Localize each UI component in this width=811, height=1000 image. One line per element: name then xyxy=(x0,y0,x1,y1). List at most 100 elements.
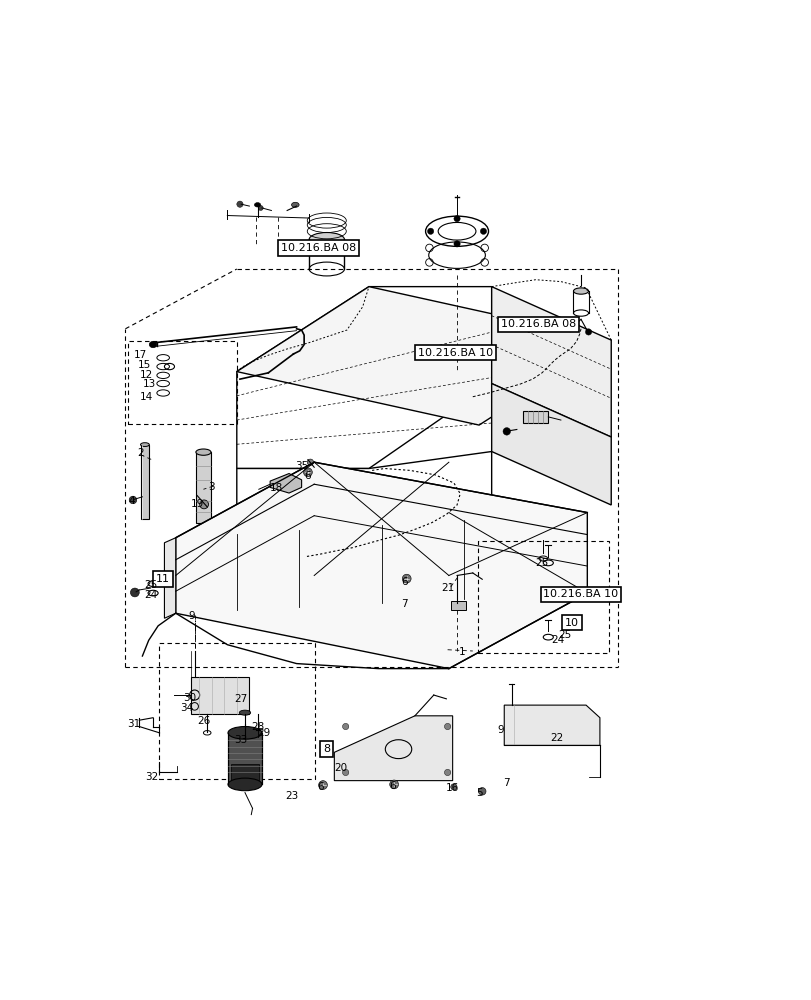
Text: 2: 2 xyxy=(137,448,144,458)
Circle shape xyxy=(307,459,313,465)
Ellipse shape xyxy=(254,203,260,207)
Ellipse shape xyxy=(573,288,588,294)
Ellipse shape xyxy=(573,310,588,316)
Circle shape xyxy=(567,326,573,332)
Ellipse shape xyxy=(239,710,251,715)
Circle shape xyxy=(585,329,591,335)
Text: 17: 17 xyxy=(134,350,147,360)
Text: 25: 25 xyxy=(534,558,547,568)
Text: 27: 27 xyxy=(234,694,247,704)
Text: 14: 14 xyxy=(140,392,153,402)
Text: 24: 24 xyxy=(144,590,157,600)
Circle shape xyxy=(303,468,312,477)
Circle shape xyxy=(478,788,486,795)
Circle shape xyxy=(401,574,410,583)
Bar xyxy=(195,452,211,523)
Text: 31: 31 xyxy=(127,719,140,729)
Text: 9: 9 xyxy=(188,611,195,621)
Ellipse shape xyxy=(195,449,211,455)
Circle shape xyxy=(444,723,450,730)
Text: 4: 4 xyxy=(128,496,135,506)
Text: 21: 21 xyxy=(441,583,454,593)
Polygon shape xyxy=(237,287,611,425)
Ellipse shape xyxy=(291,202,298,207)
Polygon shape xyxy=(491,287,611,437)
Circle shape xyxy=(480,228,486,234)
Text: 25: 25 xyxy=(144,580,157,590)
Circle shape xyxy=(200,500,208,509)
Text: 6: 6 xyxy=(401,577,408,587)
Text: 20: 20 xyxy=(334,763,347,773)
Circle shape xyxy=(342,769,349,776)
Text: 10.216.BA 08: 10.216.BA 08 xyxy=(500,319,576,329)
Text: 6: 6 xyxy=(317,782,324,792)
Text: 11: 11 xyxy=(156,574,170,584)
Text: 12: 12 xyxy=(140,370,153,380)
Polygon shape xyxy=(164,538,175,618)
Text: 34: 34 xyxy=(179,703,193,713)
Text: 29: 29 xyxy=(257,728,270,738)
Text: 33: 33 xyxy=(234,735,247,745)
Text: 22: 22 xyxy=(550,733,563,743)
Text: 7: 7 xyxy=(503,778,509,788)
Text: 7: 7 xyxy=(401,599,408,609)
Text: 18: 18 xyxy=(269,483,283,493)
Bar xyxy=(228,733,262,784)
Circle shape xyxy=(318,781,327,789)
Bar xyxy=(450,601,466,610)
Circle shape xyxy=(131,588,139,597)
Circle shape xyxy=(258,205,263,210)
Ellipse shape xyxy=(309,262,344,276)
Ellipse shape xyxy=(228,778,262,791)
Ellipse shape xyxy=(238,736,251,742)
Ellipse shape xyxy=(140,443,149,446)
Circle shape xyxy=(453,216,460,222)
Circle shape xyxy=(389,780,398,789)
Ellipse shape xyxy=(309,233,344,246)
Polygon shape xyxy=(175,462,586,669)
Polygon shape xyxy=(504,705,599,745)
Text: 13: 13 xyxy=(143,379,156,389)
Circle shape xyxy=(427,228,433,234)
Text: 35: 35 xyxy=(294,461,308,471)
Text: 10.216.BA 08: 10.216.BA 08 xyxy=(281,243,356,253)
Polygon shape xyxy=(491,384,611,505)
Text: 6: 6 xyxy=(388,781,395,791)
Text: 25: 25 xyxy=(558,630,571,640)
Bar xyxy=(140,445,149,519)
Bar xyxy=(128,341,237,424)
Text: 32: 32 xyxy=(145,772,158,782)
Text: 26: 26 xyxy=(197,716,210,726)
Text: 16: 16 xyxy=(445,783,459,793)
Polygon shape xyxy=(237,287,491,469)
Ellipse shape xyxy=(228,727,262,739)
Text: 10.216.BA 10: 10.216.BA 10 xyxy=(543,589,618,599)
Circle shape xyxy=(342,723,349,730)
Text: 19: 19 xyxy=(191,499,204,509)
Circle shape xyxy=(453,241,460,247)
Bar xyxy=(159,643,315,779)
Text: 30: 30 xyxy=(182,693,196,703)
Circle shape xyxy=(237,201,242,207)
Text: 3: 3 xyxy=(208,482,215,492)
Text: 10.216.BA 10: 10.216.BA 10 xyxy=(418,348,493,358)
Text: 23: 23 xyxy=(285,791,298,801)
Text: 28: 28 xyxy=(251,722,264,732)
Polygon shape xyxy=(270,474,301,493)
Bar xyxy=(477,541,608,653)
Text: 10: 10 xyxy=(564,618,578,628)
Bar xyxy=(522,411,547,423)
Circle shape xyxy=(129,496,136,504)
Text: 8: 8 xyxy=(323,744,330,754)
Bar xyxy=(230,764,260,784)
Circle shape xyxy=(444,769,450,776)
Text: 5: 5 xyxy=(476,788,483,798)
Text: 9: 9 xyxy=(496,725,503,735)
Text: 24: 24 xyxy=(551,635,564,645)
Circle shape xyxy=(450,784,457,790)
Polygon shape xyxy=(334,716,452,781)
Circle shape xyxy=(502,428,510,435)
Text: 15: 15 xyxy=(138,360,151,370)
Bar xyxy=(191,677,249,714)
Text: 1: 1 xyxy=(458,647,465,657)
